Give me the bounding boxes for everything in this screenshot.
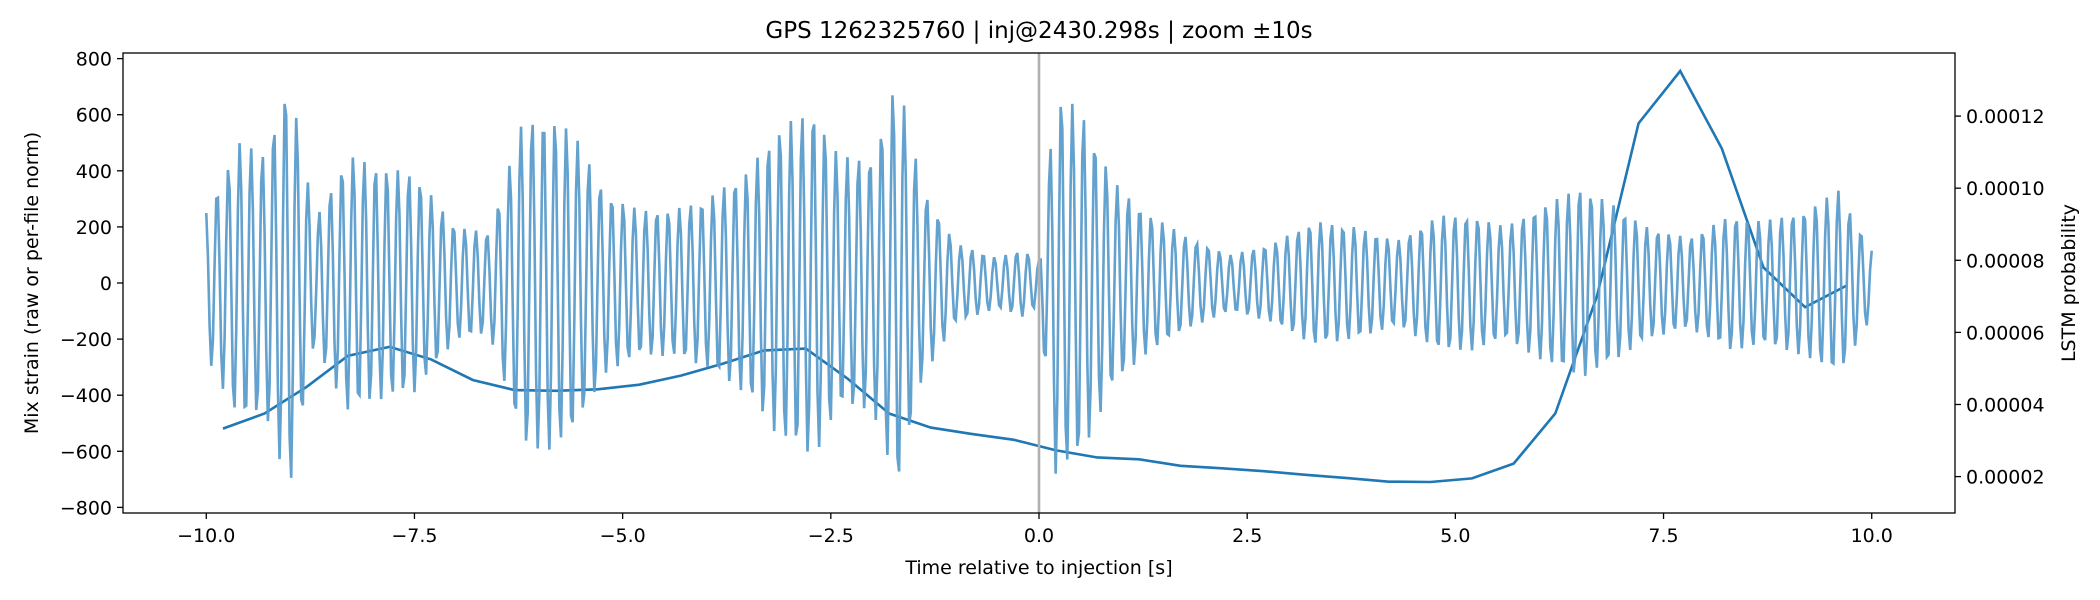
x-tick-label: 0.0 <box>1024 525 1054 547</box>
y2-tick-label: 0.00006 <box>1966 322 2045 344</box>
x-tick-label: 10.0 <box>1851 525 1893 547</box>
y-tick-label: 600 <box>76 105 112 127</box>
y-tick-label: −200 <box>60 329 112 351</box>
y2-tick-label: 0.00010 <box>1966 178 2045 200</box>
x-tick-label: −7.5 <box>391 525 437 547</box>
y2-axis-label: LSTM probability <box>2058 204 2080 362</box>
y2-tick-label: 0.00012 <box>1966 106 2045 128</box>
x-tick-label: −5.0 <box>600 525 646 547</box>
y-tick-label: −400 <box>60 385 112 407</box>
y2-tick-label: 0.00008 <box>1966 250 2045 272</box>
axes-layer: −10.0 −7.5 −5.0 −2.5 0.0 2.5 5.0 7.5 10.0 −800 −60… <box>60 49 2045 547</box>
y2-tick-label: 0.00002 <box>1966 467 2045 489</box>
y-tick-label: −600 <box>60 441 112 463</box>
y-tick-label: 400 <box>76 161 112 183</box>
y-tick-label: 0 <box>100 273 112 295</box>
y-axis-label: Mix strain (raw or per-file norm) <box>21 132 43 434</box>
y-tick-label: 200 <box>76 217 112 239</box>
x-tick-label: −10.0 <box>177 525 235 547</box>
x-tick-label: 7.5 <box>1648 525 1678 547</box>
y-tick-label: −800 <box>60 497 112 519</box>
x-tick-label: −2.5 <box>808 525 854 547</box>
chart-title: GPS 1262325760 | inj@2430.298s | zoom ±1… <box>765 18 1312 44</box>
y2-tick-label: 0.00004 <box>1966 394 2045 416</box>
x-axis-label: Time relative to injection [s] <box>904 557 1172 579</box>
x-tick-label: 2.5 <box>1232 525 1262 547</box>
y-tick-label: 800 <box>76 49 112 71</box>
x-tick-label: 5.0 <box>1440 525 1470 547</box>
